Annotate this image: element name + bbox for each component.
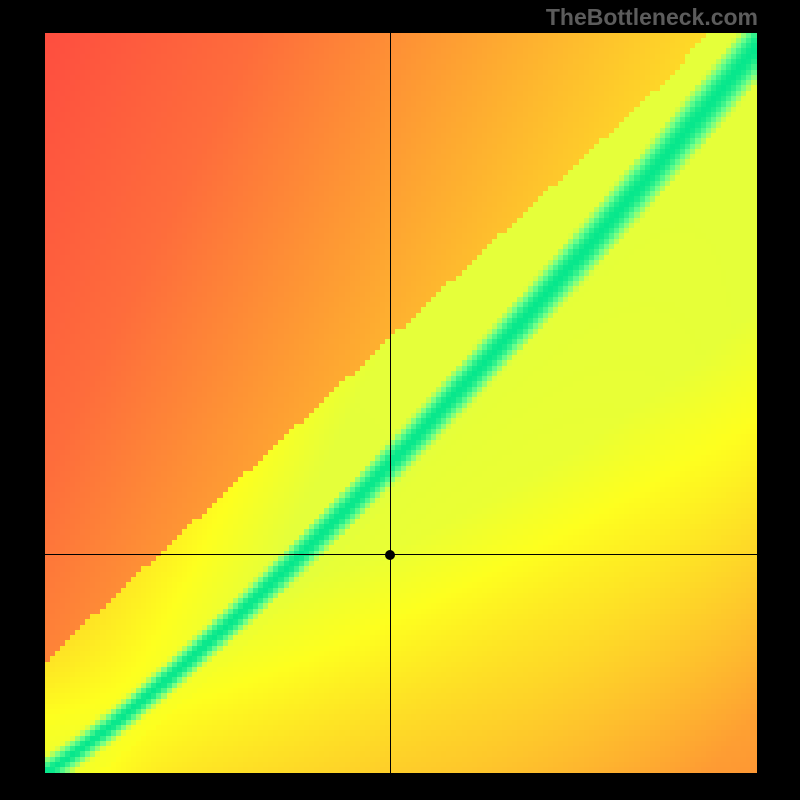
crosshair-horizontal: [45, 554, 757, 555]
crosshair-marker: [385, 550, 395, 560]
heatmap-plot: [45, 33, 757, 773]
watermark-text: TheBottleneck.com: [546, 4, 758, 31]
crosshair-vertical: [390, 33, 391, 773]
